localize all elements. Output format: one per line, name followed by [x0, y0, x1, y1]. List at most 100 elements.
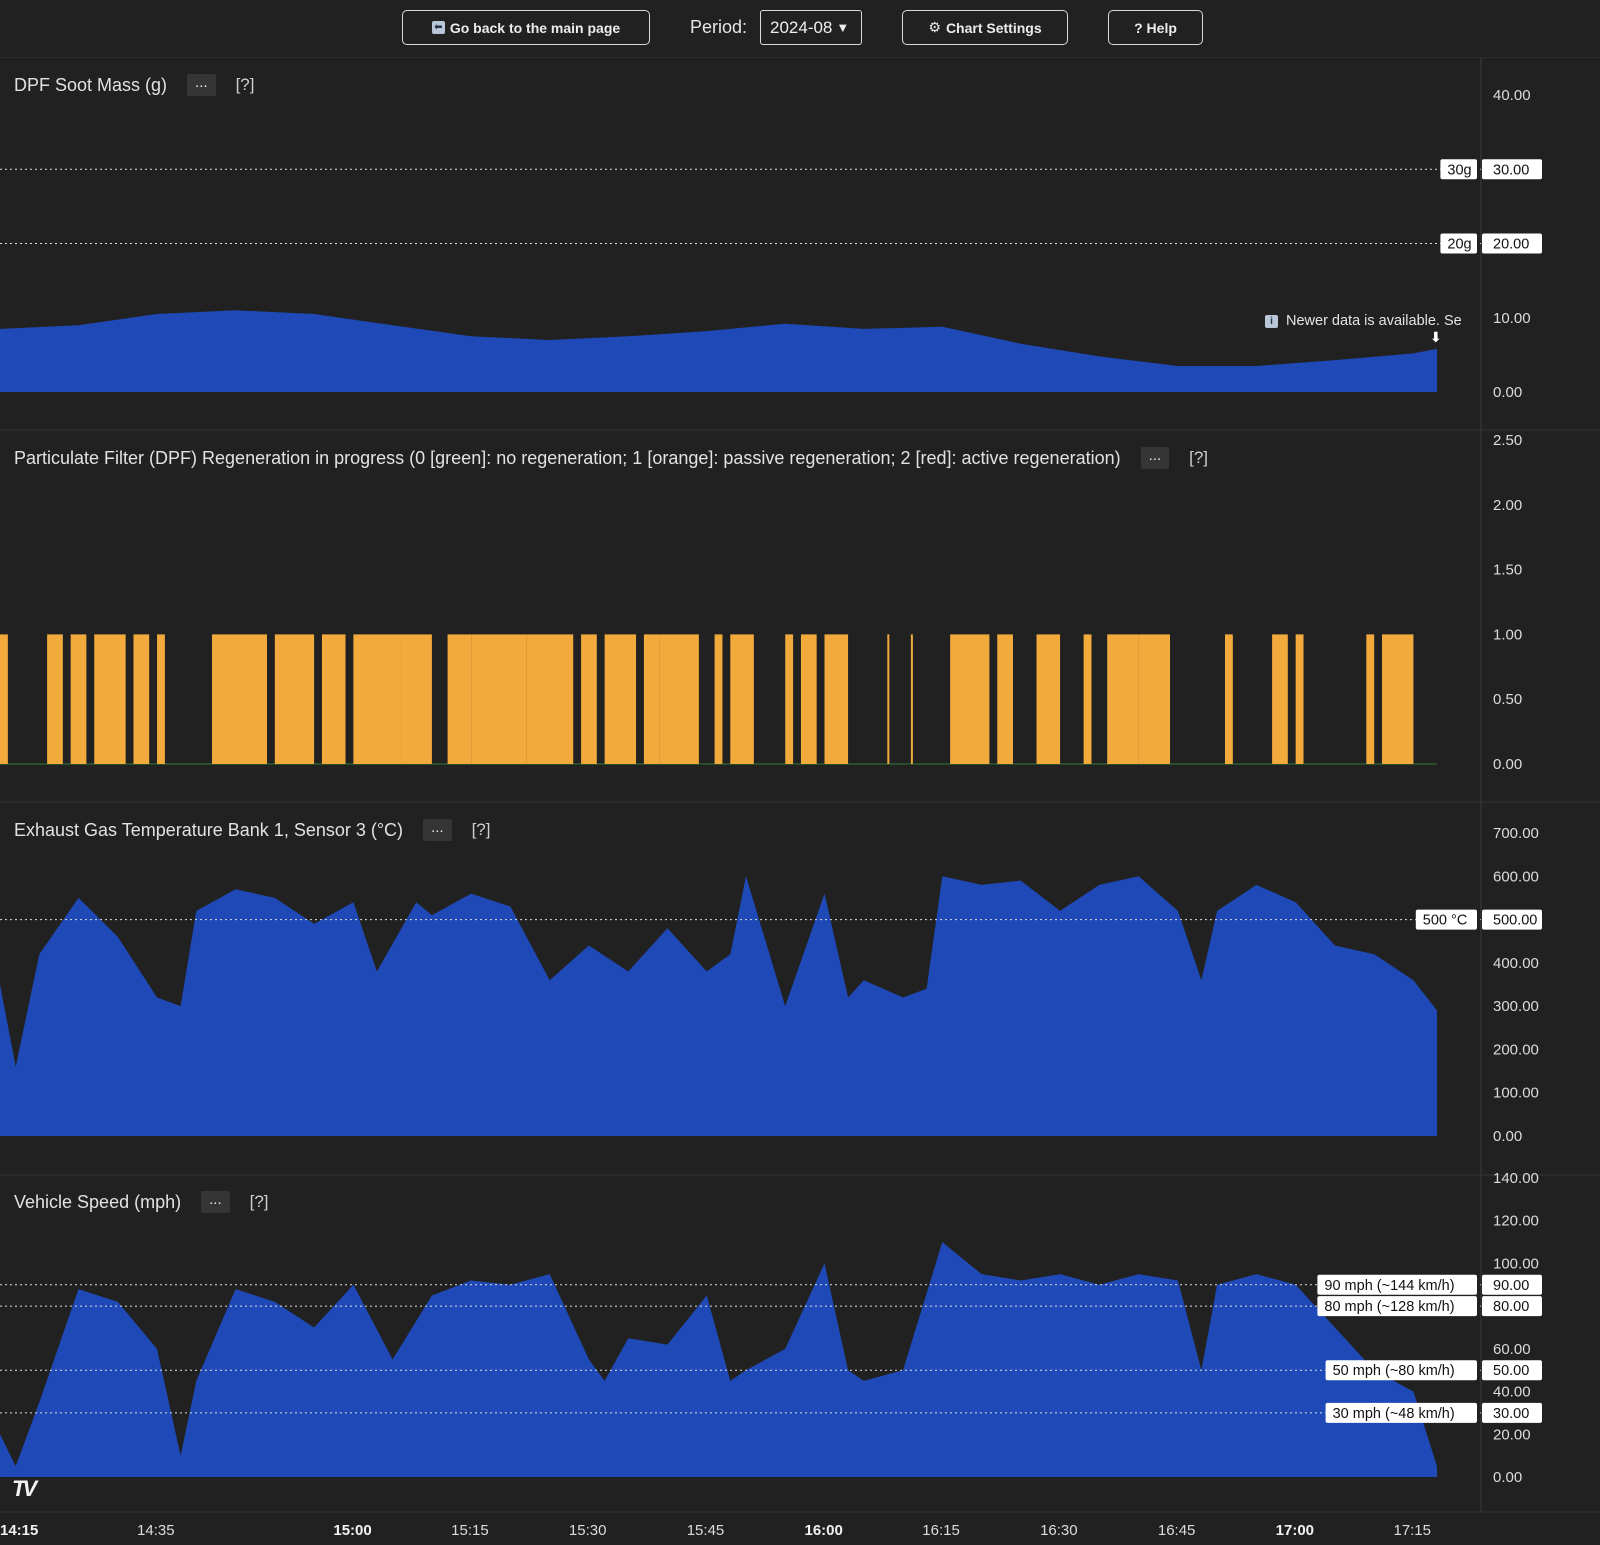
speed-title: Vehicle Speed (mph) [14, 1191, 182, 1212]
chart-settings-label: Chart Settings [945, 19, 1042, 36]
soot-menu-button[interactable]: ... [187, 74, 216, 96]
regen-help-link[interactable]: [?] [1189, 448, 1209, 467]
level-label: 50 mph (~80 km/h) [1333, 1363, 1455, 1379]
level-label-box [1415, 909, 1477, 930]
axis-value-box [1482, 233, 1542, 254]
time-tick-label: 16:30 [1040, 1522, 1078, 1539]
regen-passive-bar [887, 634, 890, 764]
help-button[interactable]: ? Help [1108, 10, 1203, 45]
y-tick-label: 2.00 [1493, 497, 1522, 514]
regen-passive-bar [447, 634, 472, 764]
level-label: 90 mph (~144 km/h) [1324, 1278, 1454, 1294]
help-button-label: ? Help [1134, 19, 1177, 36]
regen-passive-bar [604, 634, 637, 764]
regen-passive-bar [950, 634, 990, 764]
axis-value-box [1482, 1402, 1542, 1423]
regen-passive-bar [997, 634, 1013, 764]
regen-passive-bar [157, 634, 165, 764]
y-tick-label: 600.00 [1493, 868, 1539, 885]
regen-passive-bar [1382, 634, 1414, 764]
regen-passive-bar [800, 634, 817, 764]
time-tick-label: 15:45 [687, 1522, 725, 1539]
time-tick-label: 16:45 [1158, 1522, 1196, 1539]
axis-value-label: 80.00 [1493, 1299, 1529, 1315]
regen-title: Particulate Filter (DPF) Regeneration in… [14, 447, 1121, 468]
soot-title: DPF Soot Mass (g) [14, 74, 168, 95]
y-tick-label: 100.00 [1493, 1255, 1539, 1272]
regen-passive-bar [1295, 634, 1304, 764]
regen-passive-bar [643, 634, 660, 764]
soot-help-link[interactable]: [?] [235, 75, 255, 94]
regen-passive-bar [910, 634, 913, 764]
regen-menu-button[interactable]: ... [1140, 447, 1170, 469]
y-tick-label: 0.00 [1493, 756, 1522, 773]
level-label-box [1325, 1360, 1477, 1381]
back-arrow-icon: ⬅ [431, 21, 445, 34]
axis-value-label: 500.00 [1493, 913, 1537, 929]
period-label: Period: [690, 17, 748, 37]
y-tick-label: 20.00 [1493, 1426, 1531, 1443]
level-label-box [1440, 159, 1477, 180]
level-label-box [1440, 233, 1477, 254]
area-series [0, 1242, 1437, 1477]
regen-passive-bar [94, 634, 126, 764]
regen-passive-bar [1224, 634, 1233, 764]
time-tick-label: 15:15 [451, 1522, 489, 1539]
area-series [0, 310, 1437, 392]
time-tick-label: 16:15 [922, 1522, 960, 1539]
y-tick-label: 0.00 [1493, 384, 1522, 401]
y-tick-label: 2.50 [1493, 432, 1522, 449]
level-label-box [1325, 1402, 1477, 1423]
y-tick-label: 200.00 [1493, 1041, 1539, 1058]
chart-settings-button[interactable]: ⚙ Chart Settings [902, 10, 1068, 45]
level-label: 500 °C [1423, 913, 1468, 929]
level-label: 80 mph (~128 km/h) [1324, 1299, 1454, 1315]
speed-help-link[interactable]: [?] [249, 1192, 269, 1211]
pane-title-regen: Particulate Filter (DPF) Regeneration in… [14, 447, 1208, 469]
y-tick-label: 40.00 [1493, 1384, 1531, 1401]
regen-passive-bar [1107, 634, 1139, 764]
y-tick-label: 60.00 [1493, 1341, 1531, 1358]
egt-help-link[interactable]: [?] [471, 820, 491, 839]
regen-passive-bar [133, 634, 150, 764]
axis-value-box [1482, 1274, 1542, 1295]
y-tick-label: 0.00 [1493, 1128, 1522, 1145]
time-tick-label: 17:00 [1276, 1522, 1314, 1539]
regen-passive-bar [1036, 634, 1061, 764]
y-tick-label: 1.50 [1493, 562, 1522, 579]
tradingview-logo-icon: TV [12, 1476, 37, 1501]
y-tick-label: 120.00 [1493, 1213, 1539, 1230]
regen-passive-bar [0, 634, 8, 764]
regen-passive-bar [1083, 634, 1092, 764]
back-button-label: Go back to the main page [449, 19, 621, 36]
axis-value-label: 30.00 [1493, 1406, 1529, 1422]
period-select[interactable]: 2024-08 ▼ [760, 10, 862, 45]
chevron-down-icon: ▼ [836, 20, 850, 35]
regen-passive-bar [353, 634, 401, 764]
pane-title-speed: Vehicle Speed (mph) ... [?] [14, 1191, 269, 1213]
time-tick-label: 15:00 [333, 1522, 371, 1539]
newer-data-notice[interactable]: i Newer data is available. Se [1265, 313, 1480, 329]
egt-menu-button[interactable]: ... [423, 819, 452, 841]
axis-value-label: 20.00 [1493, 237, 1529, 253]
axis-value-label: 90.00 [1493, 1278, 1529, 1294]
regen-passive-bar [824, 634, 849, 764]
regen-passive-bar [1138, 634, 1171, 764]
regen-passive-bar [70, 634, 87, 764]
time-tick-label: 15:30 [569, 1522, 607, 1539]
axis-value-box [1482, 159, 1542, 180]
period-value: 2024-08 [770, 17, 833, 37]
y-tick-label: 300.00 [1493, 998, 1539, 1015]
back-to-main-button[interactable]: ⬅ Go back to the main page [402, 10, 650, 45]
egt-title: Exhaust Gas Temperature Bank 1, Sensor 3… [14, 819, 404, 840]
y-tick-label: 1.00 [1493, 626, 1522, 643]
speed-menu-button[interactable]: ... [201, 1191, 230, 1213]
regen-passive-bar [659, 634, 699, 764]
arrow-down-icon[interactable]: ⬇ [1430, 329, 1442, 345]
level-label: 20g [1447, 237, 1471, 253]
axis-value-label: 50.00 [1493, 1363, 1529, 1379]
axis-value-box [1482, 909, 1542, 930]
pane-title-egt: Exhaust Gas Temperature Bank 1, Sensor 3… [14, 819, 490, 841]
y-tick-label: 700.00 [1493, 825, 1539, 842]
